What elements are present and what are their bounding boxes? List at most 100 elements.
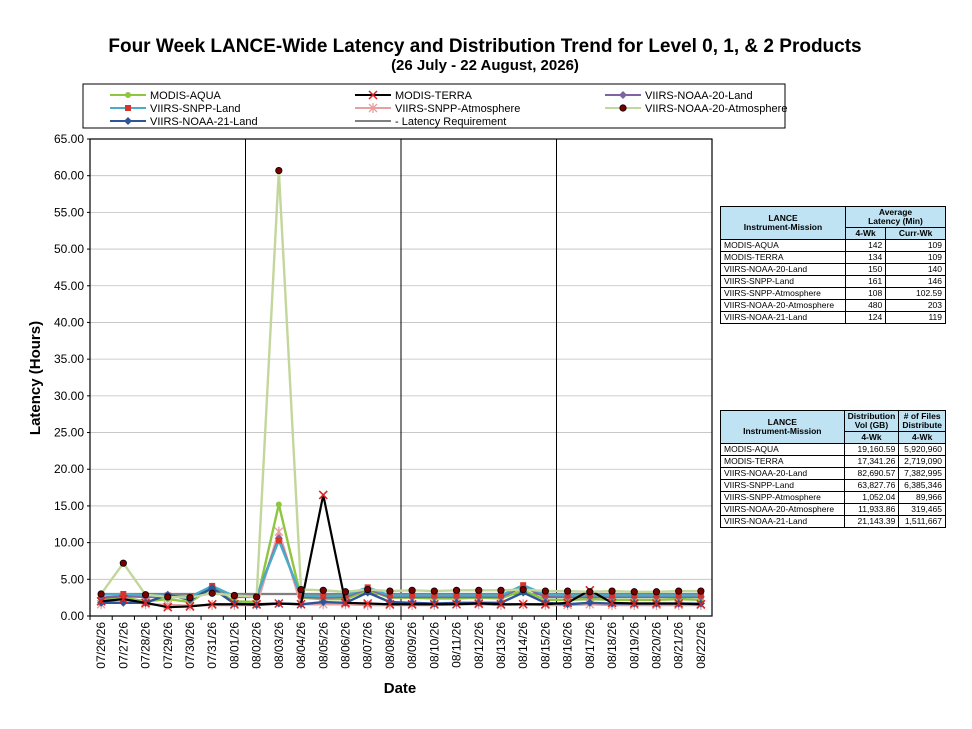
x-tick-label: 08/22/26 <box>694 622 708 669</box>
data-point <box>586 588 594 596</box>
data-point <box>452 598 461 607</box>
table-row: MODIS-AQUA 142 109 <box>720 239 946 252</box>
data-point <box>118 594 128 604</box>
legend-marker <box>124 117 132 125</box>
data-point <box>408 586 416 594</box>
data-point <box>540 599 550 609</box>
legend-marker <box>619 104 627 112</box>
y-tick-label: 55.00 <box>54 205 84 219</box>
data-point <box>542 591 549 598</box>
table-cell: VIIRS-NOAA-21-Land <box>720 311 846 324</box>
data-point <box>497 592 504 599</box>
data-point <box>519 585 527 594</box>
legend-marker <box>619 91 627 99</box>
data-point <box>141 598 151 608</box>
table-cell: MODIS-AQUA <box>720 443 845 456</box>
table-cell: 319,465 <box>898 503 946 516</box>
table-row: VIIRS-SNPP-Land 63,827.76 6,385,346 <box>720 479 946 492</box>
data-point <box>141 591 150 599</box>
latency-table: LANCE Instrument-Mission Average Latency… <box>720 206 946 324</box>
table-cell: 108 <box>844 287 887 300</box>
data-point <box>318 490 328 500</box>
y-tick-label: 65.00 <box>54 132 84 146</box>
x-tick-label: 08/07/26 <box>361 622 375 669</box>
data-point <box>675 592 682 599</box>
distribution-table: LANCE Instrument-Mission Distribution Vo… <box>720 410 946 528</box>
x-tick-label: 08/06/26 <box>338 622 352 669</box>
data-point <box>120 590 127 597</box>
data-point <box>185 601 195 611</box>
data-point <box>696 599 706 609</box>
grid <box>90 138 712 617</box>
table-cell: VIIRS-NOAA-20-Atmosphere <box>720 503 845 516</box>
table-cell: 1,052.04 <box>843 491 900 504</box>
table-cell: MODIS-TERRA <box>720 455 845 468</box>
table-row: VIIRS-SNPP-Land 161 146 <box>720 275 946 288</box>
legend-label: VIIRS-SNPP-Land <box>150 103 240 115</box>
data-point <box>385 599 395 609</box>
data-point <box>651 598 661 609</box>
data-point <box>609 592 616 599</box>
data-point <box>207 599 217 609</box>
table-row: MODIS-TERRA 17,341.26 2,719,090 <box>720 455 946 468</box>
legend-item: MODIS-TERRA <box>355 90 473 102</box>
y-tick-label: 45.00 <box>54 279 84 293</box>
x-tick-label: 08/10/26 <box>427 622 441 669</box>
data-point <box>340 598 350 608</box>
data-point <box>297 585 305 594</box>
x-tick-label: 08/15/26 <box>538 622 552 669</box>
x-tick-label: 08/09/26 <box>405 622 419 669</box>
data-point <box>496 599 506 609</box>
latency-table-header-latency: Average Latency (Min) <box>845 206 946 228</box>
x-tick-label: 08/18/26 <box>605 622 619 669</box>
legend-item: VIIRS-NOAA-20-Atmosphere <box>605 103 787 115</box>
data-point <box>119 559 127 567</box>
table-cell: 109 <box>885 251 946 264</box>
table-row: VIIRS-NOAA-21-Land 21,143.39 1,511,667 <box>720 515 946 528</box>
x-tick-label: 08/21/26 <box>672 622 686 669</box>
table-cell: 140 <box>885 263 946 276</box>
data-point <box>386 592 393 599</box>
legend-item: - Latency Requirement <box>355 116 506 128</box>
data-point <box>208 584 217 593</box>
x-tick-label: 08/12/26 <box>472 622 486 669</box>
legend-marker <box>125 92 131 98</box>
data-point <box>407 599 417 609</box>
x-tick-label: 08/16/26 <box>561 622 575 669</box>
table-row: VIIRS-NOAA-20-Land 150 140 <box>720 263 946 276</box>
table-cell: VIIRS-SNPP-Atmosphere <box>720 287 846 300</box>
y-tick-label: 10.00 <box>54 536 84 550</box>
data-point <box>186 594 194 602</box>
table-cell: 63,827.76 <box>843 479 900 492</box>
data-point <box>608 587 616 595</box>
data-point <box>252 599 262 609</box>
x-tick-label: 08/17/26 <box>583 622 597 669</box>
table-cell: 119 <box>885 311 946 324</box>
series-line <box>100 494 701 609</box>
table-cell: 102.59 <box>885 287 946 300</box>
data-point <box>675 587 683 595</box>
data-point <box>653 592 660 599</box>
x-tick-label: 07/31/26 <box>205 622 219 669</box>
y-tick-label: 50.00 <box>54 242 84 256</box>
table-cell: 480 <box>844 299 887 312</box>
table-cell: 19,160.59 <box>843 443 900 456</box>
y-tick-label: 15.00 <box>54 499 84 513</box>
legend-marker <box>368 90 378 100</box>
data-point <box>253 593 261 601</box>
x-tick-label: 08/08/26 <box>383 622 397 669</box>
table-cell: 161 <box>844 275 887 288</box>
series-viirs-noaa-20-atmosphere <box>97 166 705 602</box>
data-point <box>296 599 306 609</box>
x-tick-label: 08/01/26 <box>227 622 241 669</box>
y-tick-label: 25.00 <box>54 426 84 440</box>
data-point <box>163 602 173 612</box>
x-tick-label: 07/26/26 <box>94 622 108 669</box>
data-point <box>586 592 593 599</box>
y-axis: 0.00 5.00 10.00 15.00 20.00 25.00 30.00 35.00 40… <box>54 132 90 623</box>
legend-label: VIIRS-NOAA-20-Land <box>645 90 753 102</box>
dist-table-sub-4wk-files: 4-Wk <box>898 431 946 444</box>
data-point <box>697 587 705 595</box>
x-tick-label: 07/30/26 <box>183 622 197 669</box>
x-tick-label: 08/14/26 <box>516 622 530 669</box>
